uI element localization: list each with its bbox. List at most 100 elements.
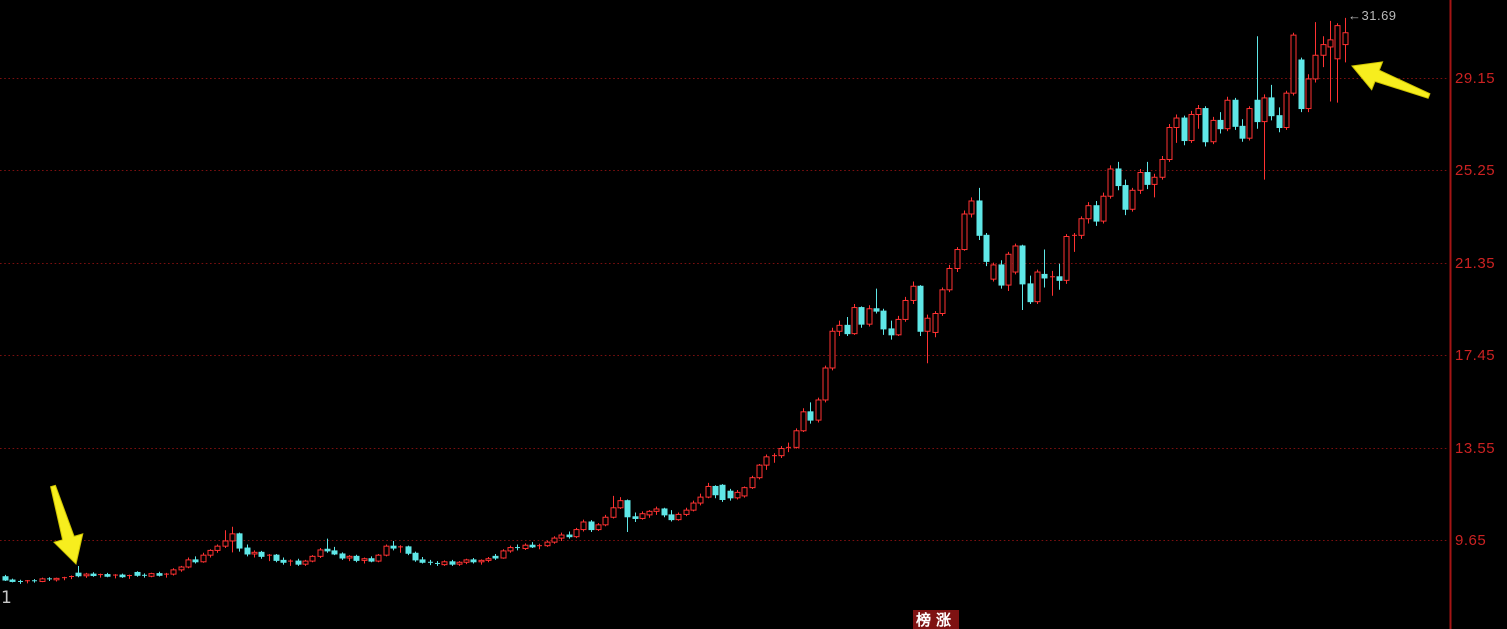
candle-body-up [602,516,609,526]
candle-body-down [976,200,983,236]
corner-index-marker: 1 [1,588,12,608]
candle-body-down [998,264,1005,286]
candle-body-down [470,559,477,563]
arrow-top-right [1351,61,1431,99]
candle-body-down [9,579,16,582]
candle-body-up [1224,99,1231,130]
candle-body-down [1232,99,1239,127]
candle-body-up [617,500,624,509]
candle-body-up [1290,34,1297,94]
candle-body-up [170,569,177,575]
candle-body-up [1320,44,1327,56]
candle-body-up [683,509,690,515]
candle-body-up [954,249,961,269]
candle-body-down [844,324,851,335]
candle-body-down [1056,276,1063,281]
candle-body-up [200,554,207,563]
candle-body-down [712,485,719,496]
candle-body-down [492,555,499,559]
candle-body-down [661,508,668,516]
candle-body-up [1085,205,1092,220]
candle-body-up [1078,218,1085,236]
candle-body-up [1005,253,1012,286]
candle-body-down [236,533,243,549]
candle-body-down [1041,273,1048,279]
candle-body-down [632,516,639,519]
candle-body-up [1305,78,1312,110]
candle-body-up [610,507,617,518]
candle-body-up [924,317,931,332]
peak-price-callout: ←31.69 [1348,8,1397,23]
candle-body-up [148,573,155,577]
y-axis-label: 25.25 [1455,161,1496,179]
candle-body-down [880,310,887,330]
arrow-bottom-left [50,484,84,565]
candle-body-up [53,577,60,581]
candle-body-up [214,545,221,551]
candle-body-down [624,500,631,518]
candle-body-down [858,307,865,325]
candle-body-down [449,561,456,565]
candle-body-up [1173,117,1180,129]
candle-body-up [522,544,529,550]
candle-body-down [873,308,880,312]
peak-price-value: 31.69 [1361,8,1397,23]
bottom-tab-badge[interactable]: 榜涨 [913,610,960,629]
candle-body-up [1063,236,1070,281]
candle-body-up [756,464,763,479]
candle-body-down [1027,283,1034,303]
candle-body-up [1166,127,1173,161]
candle-body-up [1327,39,1334,48]
candle-body-up [829,330,836,369]
candle-body-up [1159,159,1166,178]
candle-body-up [500,550,507,559]
candle-body-up [309,555,316,562]
candle-body-up [1137,172,1144,191]
candle-body-up [1246,108,1253,139]
candle-body-up [815,399,822,421]
candle-body-up [1195,108,1202,115]
candle-body-up [1129,189,1136,210]
y-axis-label: 21.35 [1455,254,1496,272]
candle-body-up [822,367,829,401]
candle-body-down [983,234,990,262]
candle-body-up [39,578,46,582]
candle-body-up [441,561,448,566]
candle-body-down [529,544,536,548]
candle-body-up [990,264,997,280]
candle-body-up [573,529,580,538]
candle-body-down [258,551,265,557]
candle-body-up [207,549,214,556]
candle-body-up [361,558,368,561]
candle-body-up [1012,245,1019,273]
candle-body-down [1276,115,1283,129]
candle-body-up [836,324,843,332]
candle-body-up [741,487,748,497]
candle-body-down [119,574,126,578]
candle-body-up [346,555,353,559]
peak-arrow-icon: ← [1348,8,1362,23]
candle-body-down [1254,99,1261,123]
candle-body-down [244,547,251,555]
candle-body-up [222,540,229,547]
candle-body-down [368,558,375,562]
y-axis-label: 13.55 [1455,439,1496,457]
candle-body-down [1298,59,1305,110]
candle-body-up [705,485,712,498]
candle-body-up [1151,176,1158,185]
candle-body-up [1283,92,1290,129]
candle-body-up [902,299,909,320]
candle-body-up [1261,97,1268,123]
candle-body-down [339,553,346,559]
candle-body-up [1312,54,1319,80]
candle-body-down [807,411,814,421]
candle-body-down [566,534,573,538]
candle-body-down [727,490,734,499]
candle-body-down [156,573,163,576]
candle-body-up [895,318,902,336]
candle-body-down [1239,125,1246,139]
candle-body-down [273,554,280,561]
candle-body-up [1188,113,1195,142]
candle-body-up [939,289,946,315]
